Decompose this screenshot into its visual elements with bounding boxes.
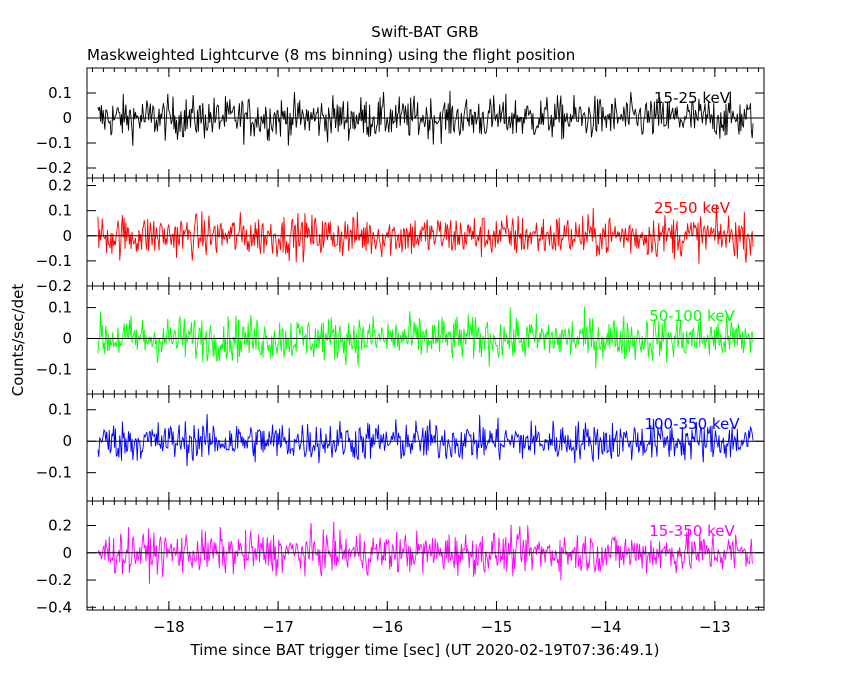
y-tick-label: 0 [62, 544, 72, 562]
y-tick-label: 0 [62, 227, 72, 245]
panel-frame [86, 500, 765, 611]
band-label: 100-350 keV [644, 415, 740, 433]
panel-2: −0.2 −0.1 0 0.1 0.2 25-50 keV [36, 177, 765, 295]
band-label: 15-25 keV [654, 89, 731, 107]
x-tick-label: −18 [153, 618, 185, 636]
x-tick-label: −16 [371, 618, 403, 636]
panel-frame [86, 285, 765, 395]
y-tick-label: 0.1 [48, 401, 72, 419]
band-label: 50-100 keV [649, 307, 735, 325]
y-tick-label: 0.2 [48, 517, 72, 535]
y-tick-label: −0.2 [36, 571, 72, 589]
series-line-5 [97, 521, 754, 585]
y-tick-label: 0 [62, 432, 72, 450]
y-tick-label: −0.1 [36, 134, 72, 152]
series-line-3 [97, 307, 754, 369]
y-tick-label: −0.4 [36, 598, 72, 616]
x-tick-label: −17 [262, 618, 294, 636]
y-tick-label: −0.1 [36, 464, 72, 482]
band-label: 25-50 keV [654, 199, 731, 217]
x-tick-label: −15 [481, 618, 513, 636]
panel-5: −0.4 −0.2 0 0.2 15-350 keV [36, 500, 765, 616]
panel-1: −0.2 −0.1 0 0.1 15-25 keV [36, 67, 765, 179]
y-tick-label: −0.2 [36, 159, 72, 177]
panel-stack: −0.2 −0.1 0 0.1 15-25 keV −0.2 −0.1 0 0.1 0.2 25-5… [36, 67, 765, 636]
y-tick-label: −0.1 [36, 252, 72, 270]
band-label: 15-350 keV [649, 522, 735, 540]
panel-4: −0.1 0 0.1 100-350 keV [36, 393, 765, 502]
x-axis-label: Time since BAT trigger time [sec] (UT 20… [190, 641, 660, 659]
y-tick-label: 0.1 [48, 202, 72, 220]
x-tick-label: −14 [590, 618, 622, 636]
y-tick-label: 0.1 [48, 299, 72, 317]
series-line-2 [97, 204, 754, 264]
y-tick-label: 0 [62, 109, 72, 127]
y-tick-label: 0 [62, 329, 72, 347]
y-tick-label: 0.1 [48, 84, 72, 102]
chart-title: Swift-BAT GRB [371, 23, 478, 41]
y-tick-label: 0.2 [48, 177, 72, 195]
y-tick-label: −0.2 [36, 277, 72, 295]
chart-subtitle: Maskweighted Lightcurve (8 ms binning) u… [87, 46, 575, 64]
series-line-1 [97, 90, 754, 146]
x-tick-label: −13 [699, 618, 731, 636]
y-axis-label: Counts/sec/det [9, 284, 27, 397]
panel-3: −0.1 0 0.1 50-100 keV [36, 285, 765, 395]
y-tick-label: −0.1 [36, 360, 72, 378]
